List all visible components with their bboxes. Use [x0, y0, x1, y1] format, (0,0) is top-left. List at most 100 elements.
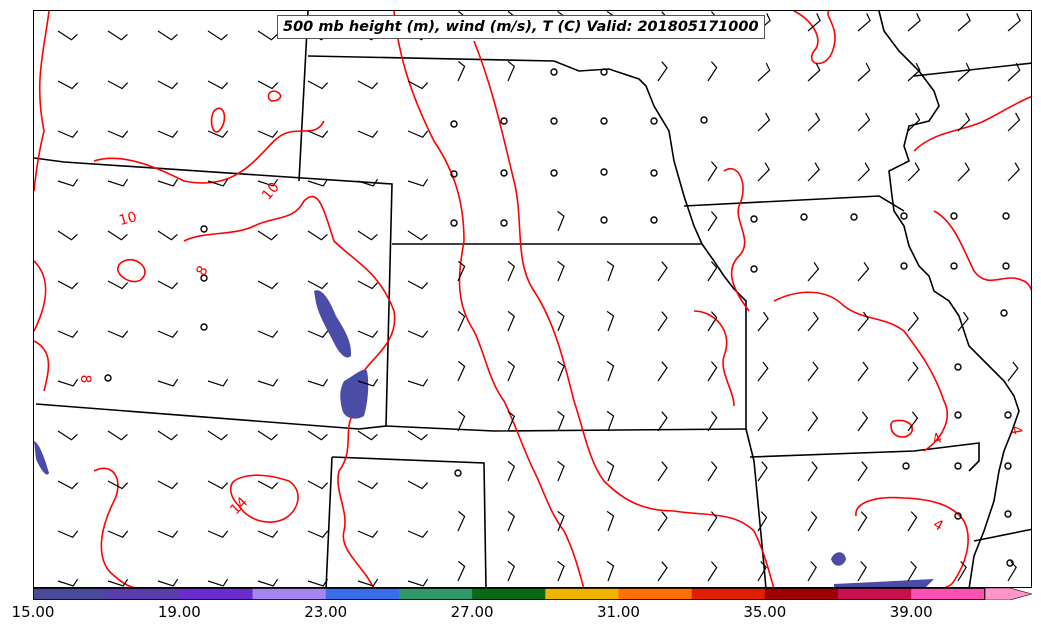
contour-line	[773, 291, 949, 452]
wind-barb	[957, 13, 971, 32]
wind-barb	[307, 530, 329, 539]
wind-barb	[507, 460, 516, 482]
map-title: 500 mb height (m), wind (m/s), T (C) Val…	[277, 15, 765, 39]
wind-barb	[707, 311, 718, 332]
wind-barb	[857, 561, 867, 582]
station-circle	[1002, 212, 1010, 220]
wind-barb	[907, 13, 921, 32]
colorbar-segment	[911, 588, 985, 600]
station-circle	[500, 169, 508, 177]
colorbar-tick-label: 31.00	[597, 603, 640, 621]
colorbar-tick-label: 19.00	[157, 603, 201, 621]
wind-barb	[357, 178, 379, 187]
station-circle	[1004, 510, 1012, 518]
contour-label: 4	[1007, 425, 1024, 437]
contour-line	[93, 120, 325, 184]
wind-barb	[1007, 62, 1021, 82]
wind-barb	[207, 130, 229, 139]
wind-barb	[257, 80, 279, 90]
wind-barb	[606, 510, 615, 532]
contour-line	[693, 310, 735, 407]
wind-barb	[1007, 162, 1020, 182]
wind-barb	[707, 61, 718, 82]
border-line	[973, 528, 1031, 542]
wind-barb	[207, 178, 229, 187]
colorbar-segment	[179, 588, 254, 600]
station-circle	[1004, 462, 1012, 470]
station-circle	[1004, 411, 1012, 419]
wind-barb	[757, 361, 769, 382]
contour-label: 10	[117, 209, 138, 229]
wind-barb	[457, 410, 466, 432]
wind-barb	[157, 430, 178, 441]
wind-barb	[257, 280, 279, 290]
wind-barb	[357, 330, 379, 339]
wind-barb	[357, 578, 379, 587]
wind-barb	[157, 578, 179, 587]
wind-barb	[657, 311, 668, 332]
wind-barb	[107, 430, 128, 441]
shaded-area	[340, 369, 369, 419]
station-circle	[1000, 309, 1008, 317]
station-circle	[550, 117, 558, 125]
station-circle	[850, 213, 858, 221]
station-circle	[600, 168, 608, 176]
wind-barb	[757, 511, 768, 532]
wind-barb	[407, 130, 429, 139]
wind-barb	[157, 480, 179, 490]
wind-barb	[107, 280, 129, 290]
wind-barb	[857, 411, 869, 432]
wind-barb	[357, 378, 379, 387]
station-circle	[450, 170, 458, 178]
contour-label: 8	[193, 263, 211, 279]
wind-barb	[507, 310, 516, 332]
station-circle	[700, 116, 708, 124]
wind-barb	[457, 260, 466, 282]
wind-barb	[957, 561, 967, 582]
wind-barb	[407, 178, 429, 187]
wind-barb	[807, 561, 817, 582]
wind-barb	[907, 411, 919, 432]
wind-barb	[407, 578, 429, 587]
wind-barb	[307, 178, 329, 187]
wind-barb	[157, 230, 178, 241]
border-line	[913, 62, 1031, 77]
colorbar-tick-label: 23.00	[304, 603, 348, 621]
wind-barb	[107, 578, 129, 587]
wind-barb	[107, 230, 128, 241]
wind-barb	[207, 480, 229, 490]
wind-barb	[407, 80, 429, 90]
contour-label: 4	[930, 516, 946, 534]
station-circle	[454, 469, 462, 477]
wind-barb	[407, 378, 429, 387]
wind-barb	[407, 530, 429, 539]
wind-barb	[707, 411, 718, 432]
wind-barb	[807, 162, 820, 182]
wind-barb	[807, 13, 821, 32]
contour-line	[183, 195, 396, 587]
wind-barb	[857, 112, 871, 132]
wind-barb	[907, 112, 921, 132]
wind-barb	[257, 130, 279, 139]
wind-barb	[606, 360, 615, 382]
wind-barb	[457, 560, 466, 582]
wind-barb	[307, 230, 328, 241]
contour-line	[913, 95, 1031, 152]
wind-barb	[357, 230, 378, 241]
wind-barb	[557, 360, 565, 382]
wind-barb	[357, 80, 379, 90]
wind-barb	[257, 378, 279, 387]
wind-barb	[57, 130, 79, 139]
station-circle	[200, 225, 208, 233]
border-line	[307, 55, 703, 245]
wind-barb	[307, 130, 329, 139]
wind-barb	[257, 430, 278, 441]
contour-line	[229, 474, 299, 523]
wind-barb	[707, 261, 718, 282]
station-circle	[500, 117, 508, 125]
wind-barb	[1007, 13, 1021, 32]
wind-barb	[557, 410, 565, 432]
border-line	[325, 456, 333, 587]
colorbar-segment	[325, 588, 400, 600]
wind-barb	[557, 460, 565, 482]
